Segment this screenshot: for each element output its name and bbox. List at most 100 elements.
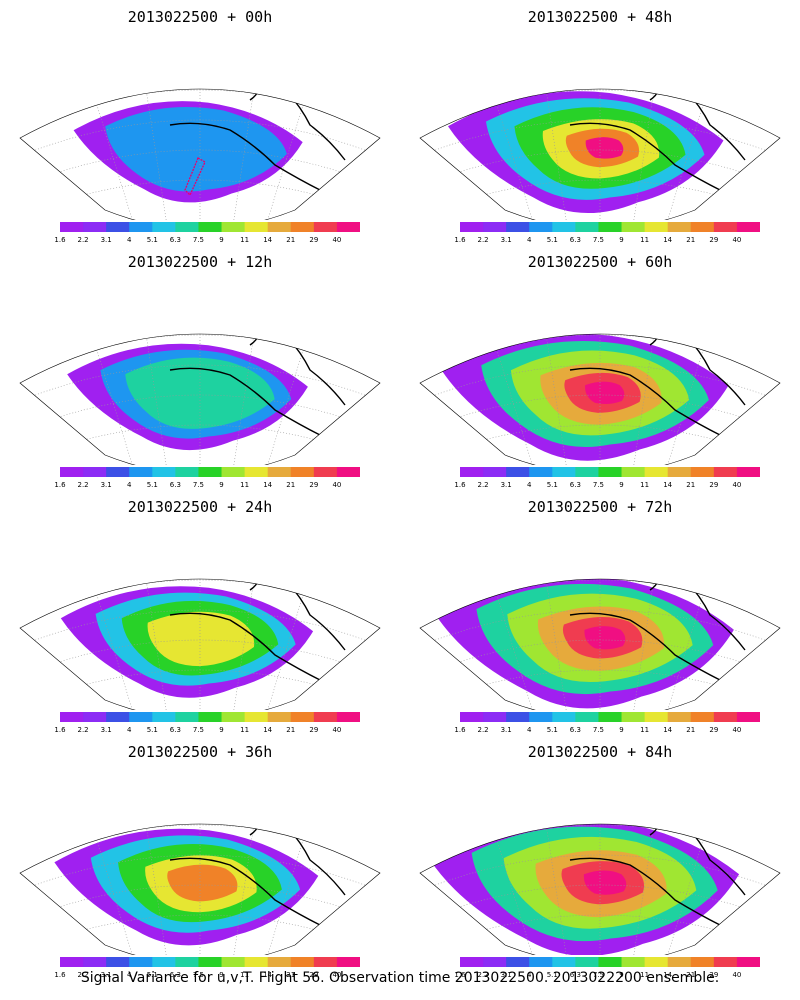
colorbar-label: 7.5 xyxy=(192,236,205,244)
colorbar-label: 3.1 xyxy=(500,481,512,489)
colorbar-label: 2.2 xyxy=(77,236,89,244)
map-panel: 2013022500 + 60h 1.6 2.2 3.1 4 5.1 6.3 7.5 9 11 14… xyxy=(400,245,800,490)
colorbar-label: 1.6 xyxy=(54,971,66,979)
colorbar-swatch xyxy=(506,712,530,722)
colorbar-swatch xyxy=(221,712,246,722)
colorbar-label: 7.5 xyxy=(592,236,605,244)
variance-contour xyxy=(585,381,625,405)
colorbar-swatch xyxy=(175,957,199,967)
colorbar-swatch xyxy=(460,957,484,967)
map-panel: 2013022500 + 00h 1.6 2.2 3.1 4 5.1 6.3 7.5 9 11 14… xyxy=(0,0,400,245)
graticule-meridian xyxy=(659,824,721,955)
colorbar-swatch xyxy=(552,712,576,722)
colorbar-label: 4 xyxy=(526,726,532,734)
graticule-parallel xyxy=(20,639,380,681)
colorbar-swatch xyxy=(152,467,176,477)
colorbar-swatch xyxy=(221,222,246,232)
colorbar-swatch xyxy=(336,712,360,722)
colorbar-swatch xyxy=(460,712,484,722)
colorbar-swatch xyxy=(736,957,760,967)
map-border xyxy=(19,333,381,465)
colorbar xyxy=(60,957,360,967)
colorbar-swatch xyxy=(713,222,738,232)
colorbar-label: 3.1 xyxy=(100,236,112,244)
colorbar-label: 14 xyxy=(663,971,673,979)
colorbar-label: 4 xyxy=(526,481,532,489)
colorbar-label: 6.3 xyxy=(169,971,181,979)
colorbar-swatch xyxy=(552,957,576,967)
colorbar-swatch xyxy=(690,957,715,967)
colorbar-swatch xyxy=(198,222,223,232)
colorbar-swatch xyxy=(460,467,484,477)
colorbar-labels: 1.6 2.2 3.1 4 5.1 6.3 7.5 9 11 14 21 29 40 xyxy=(54,971,360,981)
variance-map xyxy=(419,88,781,220)
graticule-meridian xyxy=(79,334,141,465)
colorbar-swatch xyxy=(690,712,715,722)
colorbar-swatch xyxy=(152,222,176,232)
colorbar-labels: 1.6 2.2 3.1 4 5.1 6.3 7.5 9 11 14 21 29 40 xyxy=(454,236,760,246)
colorbar-swatch xyxy=(713,712,738,722)
colorbar-label: 2.2 xyxy=(477,481,489,489)
map-border xyxy=(19,823,381,955)
graticule-parallel xyxy=(20,394,380,436)
colorbar-label: 11 xyxy=(640,236,650,244)
colorbar xyxy=(60,712,360,722)
colorbar-label: 1.6 xyxy=(454,236,466,244)
graticule-meridian xyxy=(259,824,321,955)
colorbar-swatch xyxy=(529,712,553,722)
colorbar-label: 21 xyxy=(686,481,696,489)
graticule-meridian xyxy=(479,334,541,465)
colorbar-label: 1.6 xyxy=(454,726,466,734)
colorbar-label: 5.1 xyxy=(546,481,558,489)
colorbar-swatch xyxy=(506,467,530,477)
colorbar-label: 40 xyxy=(332,726,342,734)
variance-contour xyxy=(167,864,238,902)
graticule-parallel xyxy=(420,609,780,651)
colorbar-label: 14 xyxy=(663,236,673,244)
colorbar-swatch xyxy=(506,222,530,232)
colorbar-swatch xyxy=(198,957,223,967)
colorbar-label: 14 xyxy=(663,481,673,489)
colorbar-label: 7.5 xyxy=(592,481,605,489)
colorbar-label: 7.5 xyxy=(592,971,605,979)
colorbar-swatch xyxy=(129,712,153,722)
colorbar-label: 3.1 xyxy=(500,971,512,979)
colorbar-label: 11 xyxy=(240,726,250,734)
colorbar-label: 9 xyxy=(619,236,624,244)
colorbar-label: 14 xyxy=(263,481,273,489)
colorbar-label: 14 xyxy=(263,236,273,244)
colorbar-swatch xyxy=(460,222,484,232)
colorbar-swatch xyxy=(506,957,530,967)
colorbar-label: 40 xyxy=(732,726,742,734)
colorbar-label: 40 xyxy=(732,481,742,489)
colorbar-swatch xyxy=(483,222,507,232)
panel-title: 2013022500 + 00h xyxy=(127,8,273,26)
panel-title: 2013022500 + 60h xyxy=(527,253,673,271)
colorbar-swatch xyxy=(244,222,269,232)
graticule-meridian xyxy=(659,89,721,220)
map-panel: 2013022500 + 24h 1.6 2.2 3.1 4 5.1 6.3 7.5 9 11 14… xyxy=(0,490,400,735)
graticule-meridian xyxy=(259,89,321,220)
colorbar-label: 29 xyxy=(709,971,719,979)
colorbar-swatch xyxy=(552,222,576,232)
colorbar xyxy=(460,712,760,722)
colorbar-swatch xyxy=(198,467,223,477)
colorbar-label: 4 xyxy=(126,971,132,979)
colorbar-swatch xyxy=(483,712,507,722)
graticule-parallel xyxy=(20,364,380,406)
colorbar xyxy=(460,957,760,967)
variance-contour xyxy=(584,626,626,650)
colorbar-swatch xyxy=(290,467,315,477)
colorbar-swatch xyxy=(313,957,338,967)
colorbar-label: 21 xyxy=(286,236,296,244)
graticule-parallel xyxy=(420,854,780,896)
colorbar-swatch xyxy=(244,467,269,477)
colorbar-label: 7.5 xyxy=(192,481,205,489)
colorbar-swatch xyxy=(244,957,269,967)
colorbar-swatch xyxy=(667,957,692,967)
colorbar-label: 2.2 xyxy=(77,971,89,979)
panel-title: 2013022500 + 48h xyxy=(527,8,673,26)
colorbar-label: 9 xyxy=(219,726,224,734)
colorbar-label: 11 xyxy=(640,726,650,734)
colorbar-swatch xyxy=(313,712,338,722)
